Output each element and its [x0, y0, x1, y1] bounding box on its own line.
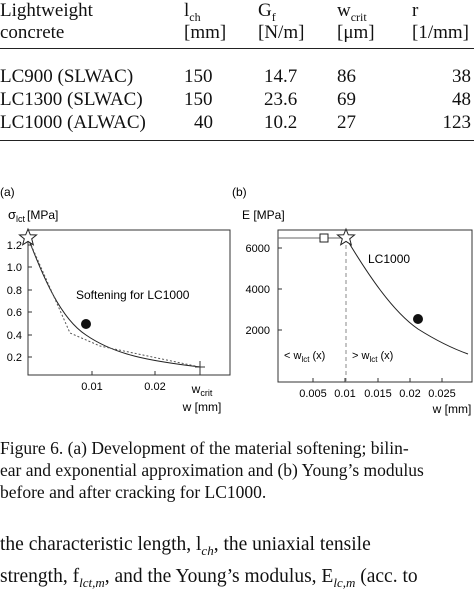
row-name: LC900 (SLWAC): [0, 66, 134, 87]
exponential-curve: [27, 237, 201, 368]
header-r-unit: [1/mm]: [412, 22, 469, 43]
x-tick-label: 0.01: [81, 381, 102, 393]
table-bottom-rule: [0, 140, 474, 141]
x-tick-label: 0.025: [428, 388, 456, 400]
material-table: Lightweight concrete lch [mm] Gf [N/m] w…: [0, 0, 474, 150]
figure-b-xlabel: w [mm]: [432, 402, 472, 416]
bilinear-approximation: [27, 237, 201, 368]
header-wcrit: wcrit: [337, 0, 367, 24]
caption-line: ear and exponential approximation and (b…: [0, 460, 424, 480]
header-gf: Gf: [258, 0, 276, 24]
row-lch: 150: [184, 66, 213, 87]
figure-b: (b) E [MPa] 6000 4000 2000 0.005 0.01 0.…: [232, 183, 474, 423]
figure-a-ylabel: σlct [MPa]: [8, 207, 58, 224]
body-line: strength, flct,m, and the Young’s modulu…: [0, 565, 418, 590]
row-wcrit: 86: [337, 66, 356, 87]
y-tick-label: 2000: [246, 325, 270, 337]
row-gf: 23.6: [264, 89, 298, 110]
body-paragraph: the characteristic length, lch, the unia…: [0, 532, 474, 596]
figure-a-xlabel: w [mm]: [182, 400, 222, 414]
y-tick-label: 1.0: [7, 262, 22, 274]
row-r: 38: [452, 66, 471, 87]
row-name: LC1300 (SLWAC): [0, 89, 143, 110]
y-tick-label: 0.4: [7, 330, 22, 342]
peak-star-marker: [336, 227, 356, 246]
figure-a-plot-frame: [27, 229, 231, 376]
transition-point: [81, 319, 91, 329]
row-name: LC1000 (ALWAC): [0, 112, 146, 133]
caption-line: before and after cracking for LC1000.: [0, 482, 267, 502]
x-tick-label: 0.015: [364, 388, 392, 400]
header-gf-unit: [N/m]: [258, 22, 305, 43]
y-tick-label: 0.2: [7, 352, 22, 364]
header-concrete-line1: Lightweight: [0, 0, 93, 21]
y-tick-label: 0.6: [7, 307, 22, 319]
row-wcrit: 69: [337, 89, 356, 110]
body-line: the characteristic length, lch, the unia…: [0, 534, 371, 558]
peak-star-marker: [18, 227, 38, 246]
curve-label: LC1000: [368, 252, 410, 266]
state-point: [413, 314, 423, 324]
x-tick-label: 0.01: [334, 388, 355, 400]
x-tick-label: 0.02: [144, 381, 165, 393]
x-tick-label: 0.005: [299, 388, 327, 400]
y-tick-label: 1.2: [7, 240, 22, 252]
figure-b-svg: (b) E [MPa] 6000 4000 2000 0.005 0.01 0.…: [232, 185, 473, 416]
figure-caption: Figure 6. (a) Development of the materia…: [0, 437, 474, 503]
row-wcrit: 27: [337, 112, 356, 133]
row-lch: 150: [184, 89, 213, 110]
x-tick-label: 0.02: [399, 388, 420, 400]
y-tick-label: 4000: [246, 284, 270, 296]
figure-a-panel-label: (a): [0, 185, 15, 199]
figure-b-panel-label: (b): [232, 185, 247, 199]
figure-b-ylabel: E [MPa]: [242, 208, 285, 222]
header-lch-unit: [mm]: [184, 22, 227, 43]
figure-a-svg: (a) σlct [MPa] 1.2 1.0 0.8 0.6 0.4 0.2 0.…: [0, 185, 231, 414]
header-concrete-line2: concrete: [0, 22, 65, 43]
modulus-decay-curve: [345, 237, 469, 355]
row-gf: 10.2: [264, 112, 298, 133]
row-lch: 40: [194, 112, 213, 133]
figure-b-plot-frame: [277, 229, 473, 383]
header-lch: lch: [184, 0, 201, 24]
y-tick-label: 6000: [246, 243, 270, 255]
row-r: 123: [442, 112, 472, 133]
square-marker: [319, 233, 329, 243]
wcrit-label: wcrit: [191, 382, 213, 398]
header-wcrit-unit: [μm]: [337, 22, 375, 43]
row-gf: 14.7: [264, 66, 298, 87]
softening-annotation: Softening for LC1000: [76, 288, 190, 302]
figure-a: (a) σlct [MPa] 1.2 1.0 0.8 0.6 0.4 0.2 0.…: [0, 183, 232, 423]
left-region-label: < wlct (x): [284, 350, 325, 364]
row-r: 48: [452, 89, 471, 110]
caption-line: Figure 6. (a) Development of the materia…: [0, 438, 409, 458]
header-r: r: [412, 0, 419, 21]
table-header-rule: [0, 48, 474, 49]
y-tick-label: 0.8: [7, 285, 22, 297]
right-region-label: > wlct (x): [352, 350, 393, 364]
